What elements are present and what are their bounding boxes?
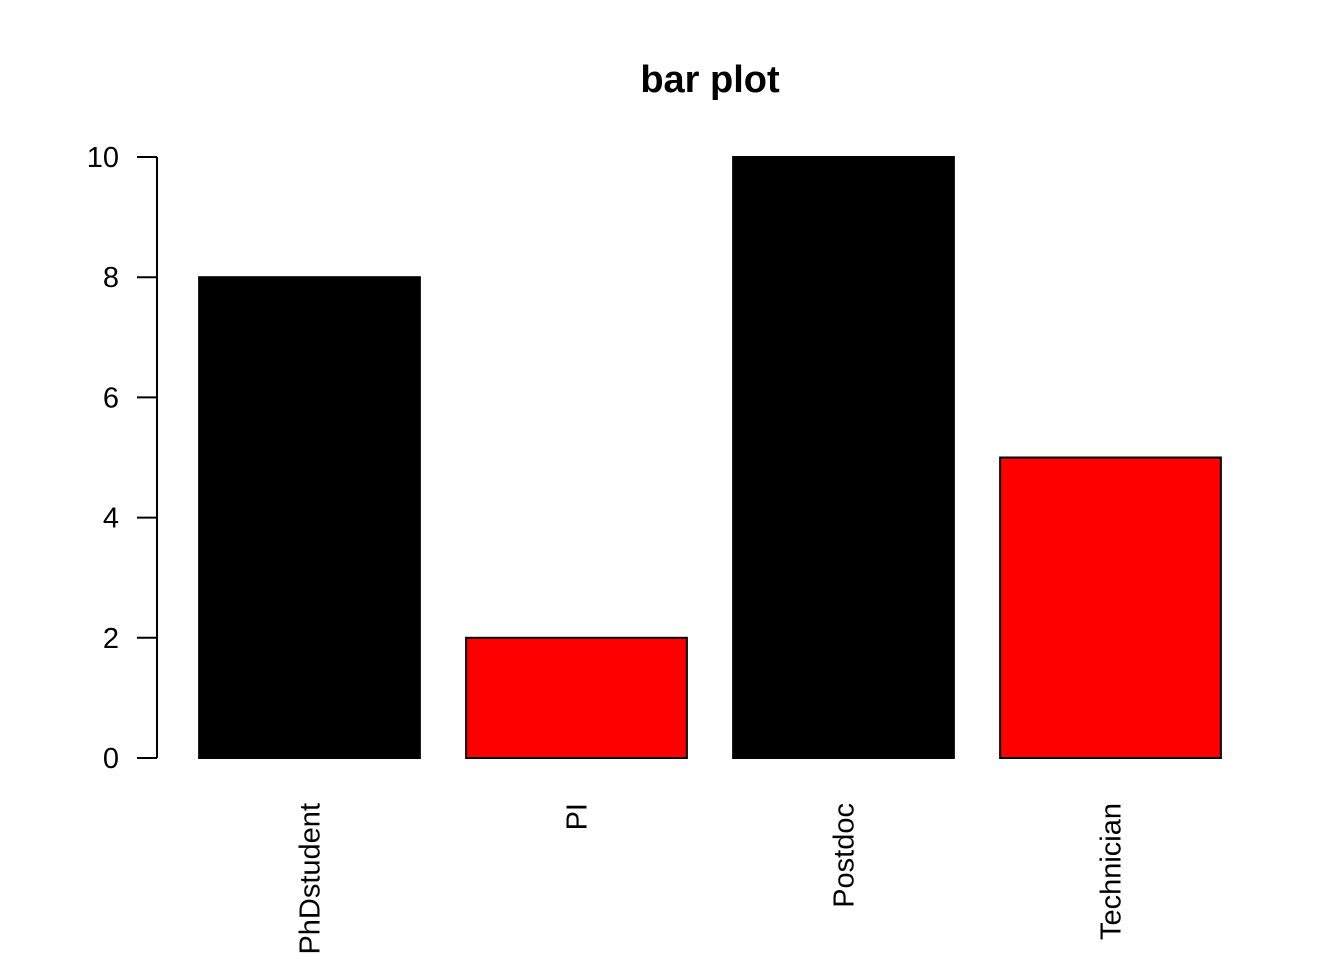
bar-pi: [465, 636, 688, 759]
bars-group: [198, 156, 1222, 759]
y-tick-label: 2: [103, 623, 119, 655]
bar-technician: [999, 456, 1222, 759]
x-axis-labels: PhDstudent PI Postdoc Technician: [295, 803, 1128, 955]
x-category-label: Postdoc: [829, 803, 861, 908]
y-tick-label: 8: [103, 262, 119, 294]
y-tick-label: 10: [87, 142, 119, 174]
y-tick-label: 4: [103, 503, 119, 535]
bar-postdoc: [732, 156, 955, 759]
x-category-label: PI: [562, 803, 594, 830]
y-axis: 0 2 4 6 8 10: [87, 142, 158, 775]
bar-phdstudent: [198, 276, 421, 759]
x-category-label: PhDstudent: [295, 803, 327, 955]
y-tick-label: 6: [103, 382, 119, 414]
x-category-label: Technician: [1096, 803, 1128, 940]
y-tick-label: 0: [103, 743, 119, 775]
chart-title: bar plot: [640, 59, 780, 101]
